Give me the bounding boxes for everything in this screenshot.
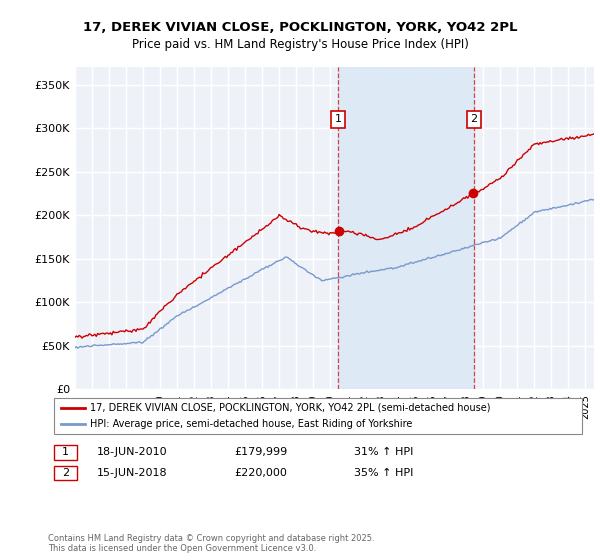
Text: 2: 2 <box>62 468 69 478</box>
Text: 2: 2 <box>470 114 478 124</box>
Text: Contains HM Land Registry data © Crown copyright and database right 2025.
This d: Contains HM Land Registry data © Crown c… <box>48 534 374 553</box>
Text: 31% ↑ HPI: 31% ↑ HPI <box>354 447 413 458</box>
Text: HPI: Average price, semi-detached house, East Riding of Yorkshire: HPI: Average price, semi-detached house,… <box>90 419 412 429</box>
Text: 15-JUN-2018: 15-JUN-2018 <box>97 468 168 478</box>
Text: £179,999: £179,999 <box>234 447 287 458</box>
Text: 1: 1 <box>62 447 69 458</box>
Text: 17, DEREK VIVIAN CLOSE, POCKLINGTON, YORK, YO42 2PL (semi-detached house): 17, DEREK VIVIAN CLOSE, POCKLINGTON, YOR… <box>90 403 491 413</box>
Text: £220,000: £220,000 <box>234 468 287 478</box>
Text: 17, DEREK VIVIAN CLOSE, POCKLINGTON, YORK, YO42 2PL: 17, DEREK VIVIAN CLOSE, POCKLINGTON, YOR… <box>83 21 517 34</box>
Bar <box>338 67 474 389</box>
Text: 18-JUN-2010: 18-JUN-2010 <box>97 447 168 458</box>
Text: 35% ↑ HPI: 35% ↑ HPI <box>354 468 413 478</box>
Text: Price paid vs. HM Land Registry's House Price Index (HPI): Price paid vs. HM Land Registry's House … <box>131 38 469 51</box>
Text: 1: 1 <box>335 114 341 124</box>
